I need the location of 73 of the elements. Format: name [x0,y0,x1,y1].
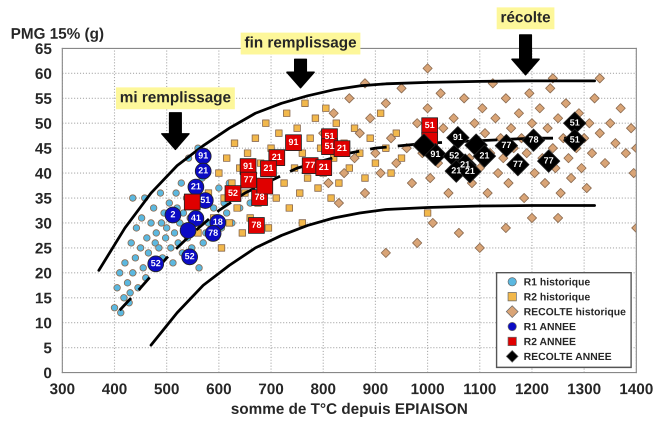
y-tick-label: 60 [35,68,52,80]
annotation: 21 [465,168,475,174]
legend-label: RECOLTE ANNEE [524,352,612,360]
annotation: 21 [319,164,329,170]
annotation: 51 [570,136,580,143]
y-tick-label: 30 [35,218,52,229]
annotation: 78 [208,229,218,236]
legend-label: R2 ANNEE [524,338,576,346]
annotation: 51 [570,119,580,126]
legend-label: R2 historique [524,292,590,302]
annotation: 21 [272,154,282,160]
y-tick-label: 50 [35,118,52,129]
y-tick-label: 20 [35,268,52,279]
annotation: 21 [264,164,274,171]
y-tick-label: 55 [35,93,52,104]
annotation: 52 [184,252,194,260]
annotation: 91 [243,162,253,170]
annotation: 21 [191,183,201,190]
y-tick-label: 25 [35,242,52,254]
annotation: 77 [544,157,554,164]
x-tick-label: 1300 [568,383,601,394]
x-tick-label: 300 [50,383,74,394]
legend-label: R1 ANNEE [524,323,576,330]
annotation: 41 [191,214,201,221]
annotation: 52 [150,260,160,266]
y-tick-label: 10 [36,318,52,328]
annotation: 91 [430,150,440,158]
annotation: 91 [198,152,208,159]
x-tick-label: 700 [258,383,284,394]
x-tick-label: 1200 [516,383,548,394]
annotation: 21 [337,144,347,151]
text: récolte [501,11,550,22]
x-tick-label: 600 [206,383,231,394]
x-tick-label: 1100 [464,383,496,394]
annotation: 91 [453,134,463,140]
legend-label: R1 historique [524,278,590,288]
annotation: 21 [480,152,490,158]
x-tick-label: 1400 [620,383,653,394]
x-tick-label: 800 [310,383,336,394]
annotation: 51 [200,196,210,203]
x-tick-label: 1000 [412,383,444,394]
x-axis-title: somme de T°C depuis EPIAISON [231,402,467,418]
y-tick-label: 0 [44,367,52,378]
annotation: 21 [452,167,462,174]
annotation: fin remplissage [244,36,356,51]
y-tick-label: 65 [35,43,52,54]
x-tick-label: 900 [363,383,388,394]
annotation: 91 [288,138,298,146]
y-tick-label: 15 [36,292,52,304]
y-tick-label: 5 [44,342,52,354]
y-tick-label: 35 [35,192,52,204]
legend-label: RECOLTE historique [524,308,626,318]
annotation: 77 [513,160,522,167]
annotation: 77 [502,142,512,148]
annotation: 51 [424,122,434,128]
annotation: 2 [170,211,176,218]
x-tick-label: 500 [154,383,179,394]
annotation: 21 [460,161,470,168]
annotation: 51 [324,132,334,140]
annotation: mi remplissage [120,91,230,106]
y-tick-label: 45 [35,143,52,154]
annotation: 52 [228,190,238,196]
annotation: 52 [449,152,459,159]
annotation: 18 [213,218,223,225]
annotation: 78 [252,221,262,228]
annotation: 78 [528,136,538,143]
annotation: 77 [244,176,254,182]
annotation: 78 [254,194,264,200]
annotation: 77 [306,162,315,168]
annotation: 21 [198,167,208,174]
y-tick-label: 40 [35,168,52,179]
x-tick-label: 400 [102,383,127,394]
y-axis-title: PMG 15% (g) [12,28,104,42]
